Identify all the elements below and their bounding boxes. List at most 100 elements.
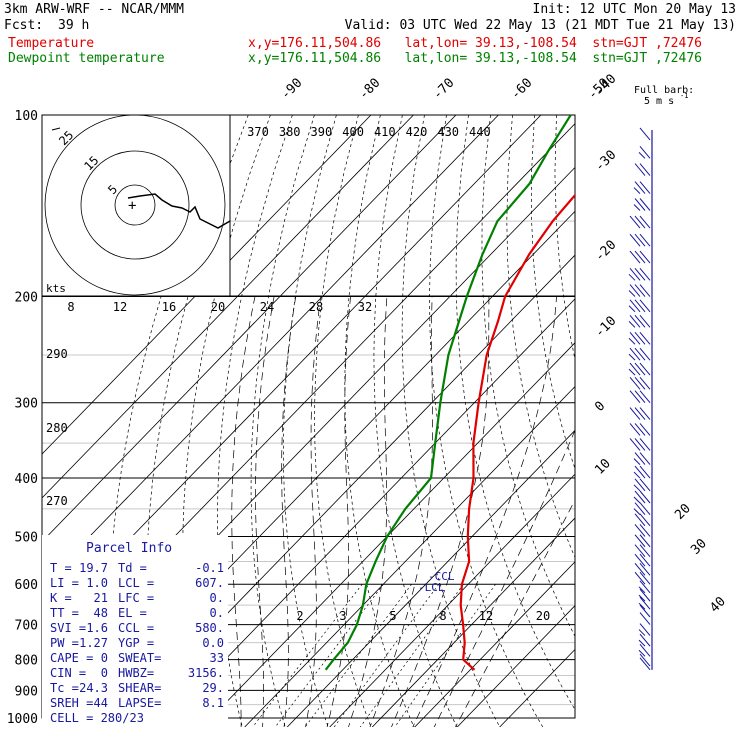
wind-barb <box>633 490 651 504</box>
dry-adiabat <box>645 115 740 731</box>
dry-adiabat <box>217 115 293 727</box>
speed-scale-label: 16 <box>162 300 176 314</box>
wind-barb <box>634 524 651 537</box>
isotherm-label: -20 <box>592 238 619 265</box>
wind-barb <box>629 215 651 229</box>
moist-adiabat <box>369 296 433 727</box>
wind-barb <box>633 181 651 194</box>
mixing-ratio-line <box>274 583 384 727</box>
mixing-ratio-label: 20 <box>536 609 550 623</box>
parcel-info-value: LCL = <box>118 576 154 590</box>
parcel-info-value: 3156. <box>188 666 224 680</box>
wind-barb <box>638 146 651 159</box>
pressure-tick-label: 900 <box>15 684 38 699</box>
barb-legend-title: Full barb: <box>634 85 694 96</box>
isotherm-label: 10 <box>592 456 614 478</box>
wind-barb <box>629 233 651 247</box>
mixing-ratio-label: 12 <box>479 609 493 623</box>
wind-barb <box>633 198 651 211</box>
parcel-info-value: 48 <box>94 606 108 620</box>
pressure-tick-label: 800 <box>15 654 38 669</box>
parcel-info-value: 19.7 <box>79 561 108 575</box>
isotherm-label: -70 <box>430 76 457 103</box>
mixing-ratio-line <box>304 583 412 727</box>
temperature-label: Temperature <box>8 36 95 51</box>
wind-barb <box>629 250 651 264</box>
speed-scale-label: 20 <box>211 300 225 314</box>
parcel-info-value: EL = <box>118 606 147 620</box>
wind-barb <box>628 347 651 361</box>
parcel-info-value: 33 <box>210 651 224 665</box>
parcel-info-value: 1.0 <box>86 576 108 590</box>
dry-adiabat <box>711 115 740 731</box>
isotherm <box>42 115 372 455</box>
moist-adiabat <box>231 296 256 727</box>
parcel-info-value: 29. <box>202 681 224 695</box>
dry-adiabat <box>145 115 249 727</box>
moist-adiabat <box>305 296 322 727</box>
moist-adiabat <box>412 296 557 727</box>
mixing-ratio-label: 8 <box>439 609 446 623</box>
parcel-info-value: CAPE = <box>50 651 93 665</box>
isotherm-label: -10 <box>592 314 619 341</box>
dry-adiabat <box>429 115 544 727</box>
dry-adiabat <box>531 115 575 470</box>
hodograph-trace <box>127 193 231 229</box>
mixing-ratio-line <box>252 583 363 727</box>
pressure-tick-label: 700 <box>15 619 38 634</box>
wind-barb <box>633 452 651 465</box>
pressure-tick-label: 200 <box>15 291 38 306</box>
parcel-info-value: SVI = <box>50 621 86 635</box>
dewpoint-profile <box>324 115 572 671</box>
wind-barb <box>638 633 651 647</box>
parcel-info-value: 0 <box>101 651 108 665</box>
wind-barb <box>634 571 651 585</box>
parcel-info-value: SWEAT= <box>118 651 161 665</box>
wind-barb <box>634 544 651 557</box>
dry-adiabat <box>667 115 740 731</box>
wind-barb <box>628 331 651 345</box>
init-time: Init: 12 UTC Mon 20 May 13 <box>532 2 737 17</box>
pressure-tick-label: 1000 <box>7 712 38 727</box>
parcel-info-value: YGP = <box>118 636 154 650</box>
plot-frame <box>41 114 576 719</box>
hodograph-box <box>41 114 231 297</box>
wind-barb <box>628 284 651 297</box>
parcel-info-value: CCL = <box>118 621 154 635</box>
isotherm-label: -30 <box>592 148 619 175</box>
theta-label: 440 <box>469 125 491 139</box>
theta-label: 420 <box>406 125 428 139</box>
isotherm-label: 40 <box>707 594 729 616</box>
parcel-info-value: HWBZ= <box>118 666 154 680</box>
dry-adiabat <box>283 115 337 727</box>
wind-barb <box>633 502 651 515</box>
theta-label: 270 <box>46 494 68 508</box>
wind-barb <box>638 643 651 657</box>
theta-label: 430 <box>437 125 459 139</box>
isotherm-label: -60 <box>508 76 535 103</box>
wind-barb <box>633 478 651 492</box>
moist-adiabat <box>391 296 490 727</box>
parcel-info-value: PW = <box>50 636 79 650</box>
lcl-marker: -LCL <box>418 581 445 594</box>
isotherm <box>329 473 575 727</box>
parcel-info-value: 44 <box>94 696 108 710</box>
dry-adiabat <box>733 115 740 731</box>
pressure-tick-label: 600 <box>15 578 38 593</box>
wind-barb <box>633 465 651 479</box>
theta-label: 280 <box>46 421 68 435</box>
wind-barb <box>639 612 651 625</box>
isotherm <box>159 298 575 727</box>
wind-barb <box>638 588 651 602</box>
parcel-info-value: 8.1 <box>202 696 224 710</box>
theta-label: 290 <box>46 347 68 361</box>
parcel-info-value: 21 <box>94 591 108 605</box>
mixing-ratio-line <box>394 583 496 727</box>
speed-scale-label: 8 <box>67 300 74 314</box>
isotherm-label: 0 <box>592 399 608 415</box>
speed-scale-label: 24 <box>260 300 274 314</box>
dry-adiabat <box>373 115 458 727</box>
moist-adiabat <box>455 499 575 727</box>
